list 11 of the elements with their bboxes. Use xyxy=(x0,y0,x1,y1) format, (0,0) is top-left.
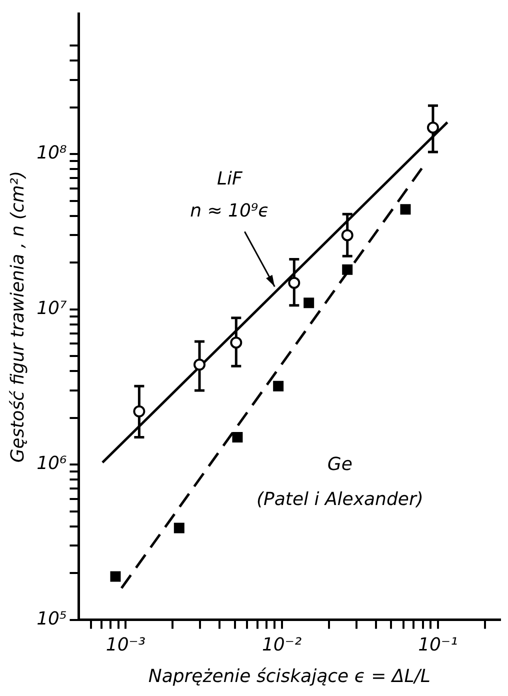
x-tick-label: 10⁻³ xyxy=(106,634,146,656)
y-tick-label: 10⁵ xyxy=(36,608,67,630)
y-axis-title: Gęstość figur trawienia , n (cm²) xyxy=(7,170,28,463)
x-axis-title: Naprężenie ściskające ϵ = ΔL/L xyxy=(148,666,430,687)
y-tick-label: 10⁶ xyxy=(36,453,67,474)
annotation: LiF n ≈ 10⁹ϵ xyxy=(190,168,270,222)
y-tick-label: 10⁸ xyxy=(36,142,67,164)
annotation: Ge (Patel i Alexander) xyxy=(256,454,424,510)
y-tick-label: 10⁷ xyxy=(36,298,68,319)
x-tick-label: 10⁻² xyxy=(262,634,302,656)
x-tick-label: 10⁻¹ xyxy=(418,634,458,656)
